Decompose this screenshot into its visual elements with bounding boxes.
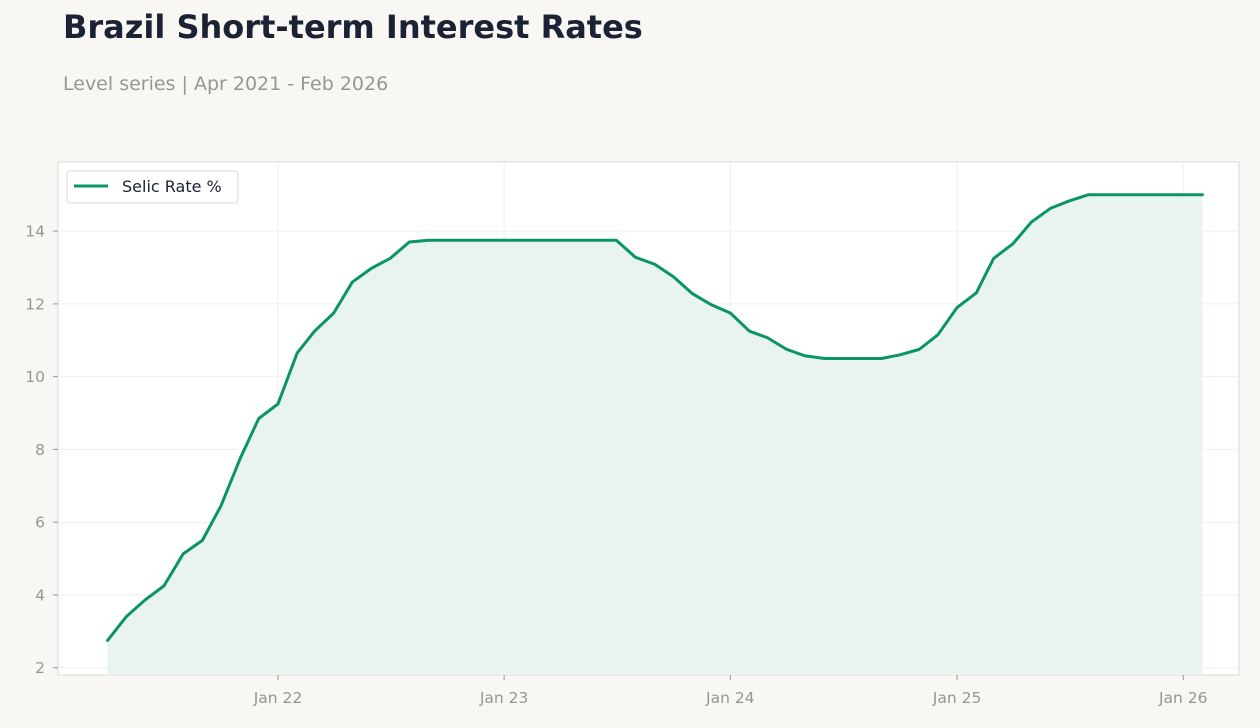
data-point — [162, 584, 165, 587]
data-point — [539, 239, 542, 242]
data-point — [710, 303, 713, 306]
data-point — [219, 504, 222, 507]
data-point — [899, 353, 902, 356]
series-line-selic — [106, 193, 1204, 642]
data-point — [748, 330, 751, 333]
data-point — [182, 552, 185, 555]
data-point — [125, 615, 128, 618]
y-tick-label: 10 — [25, 368, 45, 386]
data-point — [106, 639, 109, 642]
data-point — [351, 281, 354, 284]
data-point — [296, 352, 299, 355]
data-point — [332, 311, 335, 314]
y-tick-label: 12 — [25, 295, 45, 313]
data-point — [880, 357, 883, 360]
legend: Selic Rate % — [66, 170, 239, 204]
data-point — [615, 239, 618, 242]
x-tick-label: Jan 25 — [932, 689, 982, 707]
data-point — [1011, 242, 1014, 245]
data-point — [257, 417, 260, 420]
chart-subtitle: Level series | Apr 2021 - Feb 2026 — [63, 73, 389, 95]
y-axis-ticks: 2 4 6 8 10 12 14 — [25, 223, 58, 677]
series-area-selic — [107, 194, 1203, 676]
data-point — [992, 257, 995, 260]
legend-box — [66, 170, 239, 204]
data-point — [1163, 193, 1166, 196]
data-point — [634, 256, 637, 259]
data-point — [596, 239, 599, 242]
data-point — [483, 239, 486, 242]
data-point — [653, 263, 656, 266]
data-point — [861, 357, 864, 360]
data-point — [918, 348, 921, 351]
y-tick-label: 4 — [35, 586, 45, 604]
data-point — [201, 539, 204, 542]
data-point — [408, 241, 411, 244]
y-tick-label: 8 — [35, 441, 45, 459]
data-point — [1201, 193, 1204, 196]
data-point — [691, 292, 694, 295]
data-point — [1087, 193, 1090, 196]
data-point — [1049, 207, 1052, 210]
data-point — [503, 239, 506, 242]
data-point — [729, 311, 732, 314]
data-point — [785, 348, 788, 351]
data-point — [823, 357, 826, 360]
data-point — [1125, 193, 1128, 196]
data-point — [1144, 193, 1147, 196]
data-point — [389, 257, 392, 260]
data-point — [1030, 221, 1033, 224]
y-tick-label: 6 — [35, 514, 45, 532]
x-tick-label: Jan 26 — [1158, 689, 1208, 707]
data-point — [672, 275, 675, 278]
data-point — [446, 239, 449, 242]
y-tick-label: 14 — [25, 223, 45, 241]
data-point — [975, 291, 978, 294]
data-point — [465, 239, 468, 242]
data-point — [276, 402, 279, 405]
data-point — [1106, 193, 1109, 196]
x-tick-label: Jan 23 — [479, 689, 529, 707]
data-point — [577, 239, 580, 242]
x-tick-label: Jan 24 — [705, 689, 755, 707]
y-tick-label: 2 — [35, 659, 45, 677]
data-point — [1068, 199, 1071, 202]
data-point — [558, 239, 561, 242]
data-point — [370, 267, 373, 270]
data-point — [144, 598, 147, 601]
chart-title: Brazil Short-term Interest Rates — [63, 8, 643, 46]
data-point — [313, 330, 316, 333]
x-axis-ticks: Jan 22 Jan 23 Jan 24 Jan 25 Jan 26 — [253, 675, 1208, 707]
legend-label: Selic Rate % — [122, 177, 222, 196]
data-point — [842, 357, 845, 360]
data-point — [522, 239, 525, 242]
data-point — [956, 306, 959, 309]
data-point — [936, 333, 939, 336]
data-point — [1182, 193, 1185, 196]
data-point — [804, 354, 807, 357]
data-point — [427, 239, 430, 242]
data-point — [766, 336, 769, 339]
data-point — [239, 457, 242, 460]
x-tick-label: Jan 22 — [253, 689, 303, 707]
